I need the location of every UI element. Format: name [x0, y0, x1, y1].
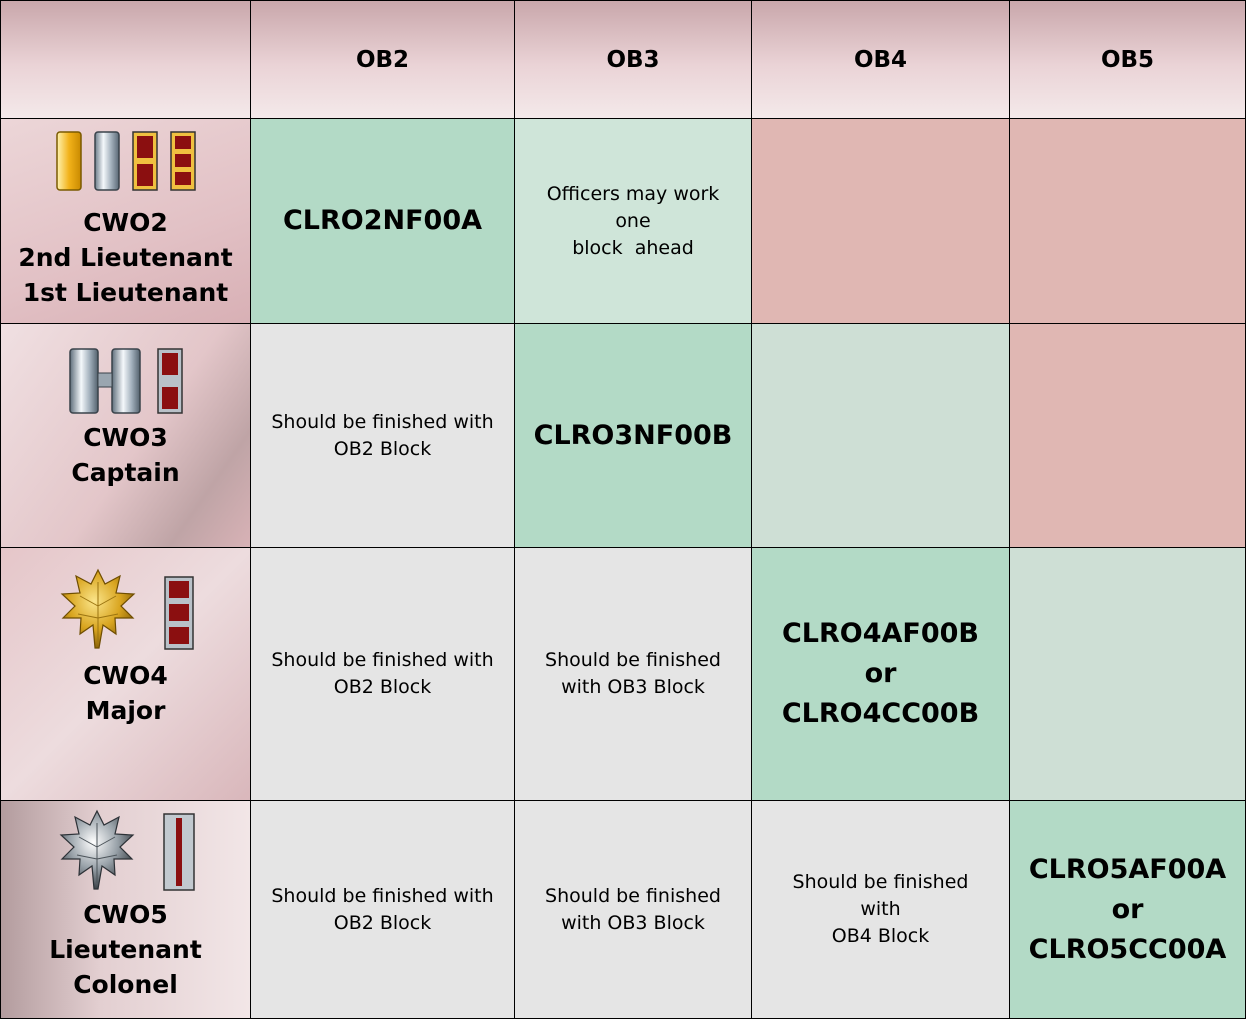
cell-cwo5-ob5: CLRO5AF00A or CLRO5CC00A [1009, 800, 1246, 1019]
cell-cwo4-ob3: Should be finished with OB3 Block [514, 547, 752, 801]
cwo4-bar-icon [163, 576, 194, 650]
guidance-note: Should be finished with OB2 Block [271, 410, 494, 460]
guidance-note: Should be finished with OB2 Block [271, 649, 494, 698]
course-code: CLRO4CC00B [781, 698, 980, 729]
course-code-options: CLRO4AF00B or CLRO4CC00B [782, 614, 979, 734]
or-separator: or [864, 658, 897, 689]
silver-oak-leaf-icon [59, 809, 134, 890]
rank-title: Lieutenant [49, 935, 202, 964]
cell-cwo3-ob5 [1009, 323, 1246, 548]
cell-cwo3-ob4 [751, 323, 1010, 548]
row-header-cwo4: CWO4 Major [0, 547, 251, 801]
rank-title: CWO3 [83, 423, 168, 452]
cwo5-bar-icon [162, 813, 195, 891]
guidance-note: Should be finished with OB3 Block [545, 649, 721, 698]
course-code: CLRO5AF00A [1028, 853, 1227, 885]
cell-cwo4-ob2: Should be finished with OB2 Block [250, 547, 515, 801]
cell-cwo2-ob4 [751, 118, 1010, 324]
course-code-options: CLRO5AF00A or CLRO5CC00A [1029, 850, 1227, 970]
cell-cwo3-ob2: Should be finished with OB2 Block [250, 323, 515, 548]
course-code: CLRO4AF00B [781, 618, 980, 649]
row-header-cwo5: CWO5 Lieutenant Colonel [0, 800, 251, 1019]
rank-title: Captain [71, 458, 180, 487]
cell-cwo4-ob5 [1009, 547, 1246, 801]
guidance-note: Should be finished with OB3 Block [545, 884, 721, 934]
insignia-group [57, 807, 195, 891]
cell-cwo2-ob5 [1009, 118, 1246, 324]
cell-cwo4-ob4: CLRO4AF00B or CLRO4CC00B [751, 547, 1010, 801]
guidance-note: Should be finished with OB4 Block [792, 871, 969, 947]
rank-title: Major [85, 696, 166, 725]
cell-cwo2-ob2: CLRO2NF00A [250, 118, 515, 324]
first-lieutenant-bar-icon [169, 131, 196, 191]
warrant-officer-1-gold-bar-icon [55, 131, 82, 191]
course-code: CLRO5CC00A [1028, 933, 1227, 965]
column-header-ob5: OB5 [1009, 0, 1246, 119]
or-separator: or [1111, 893, 1144, 925]
insignia-group [68, 346, 183, 414]
cell-cwo2-ob3: Officers may work one block ahead [514, 118, 752, 324]
captain-double-bar-icon [68, 348, 141, 414]
rank-title: 2nd Lieutenant [18, 243, 233, 272]
row-header-cwo2: CWO2 2nd Lieutenant 1st Lieutenant [0, 118, 251, 324]
guidance-note: Officers may work one block ahead [546, 182, 720, 259]
cell-cwo3-ob3: CLRO3NF00B [514, 323, 752, 548]
course-code: CLRO2NF00A [282, 205, 483, 236]
insignia-group [55, 127, 196, 191]
cell-cwo5-ob3: Should be finished with OB3 Block [514, 800, 752, 1019]
column-header-ob4: OB4 [751, 0, 1010, 119]
rank-title: CWO4 [83, 661, 168, 690]
gold-oak-leaf-icon [60, 568, 135, 649]
rank-title: Colonel [73, 970, 178, 999]
cell-cwo5-ob4: Should be finished with OB4 Block [751, 800, 1010, 1019]
column-header-ob2: OB2 [250, 0, 515, 119]
row-header-cwo3: CWO3 Captain [0, 323, 251, 548]
rank-title: CWO5 [83, 900, 168, 929]
column-header-ob3: OB3 [514, 0, 752, 119]
guidance-note: Should be finished with OB2 Block [271, 884, 494, 934]
insignia-group [58, 566, 194, 650]
cwo3-bar-icon [156, 348, 183, 414]
second-lieutenant-bar-icon [131, 131, 158, 191]
cell-cwo5-ob2: Should be finished with OB2 Block [250, 800, 515, 1019]
cwo2-silver-bar-icon [93, 131, 120, 191]
rank-title: 1st Lieutenant [22, 278, 229, 307]
rank-title: CWO2 [83, 208, 168, 237]
course-code: CLRO3NF00B [533, 419, 733, 451]
corner-cell [0, 0, 251, 119]
